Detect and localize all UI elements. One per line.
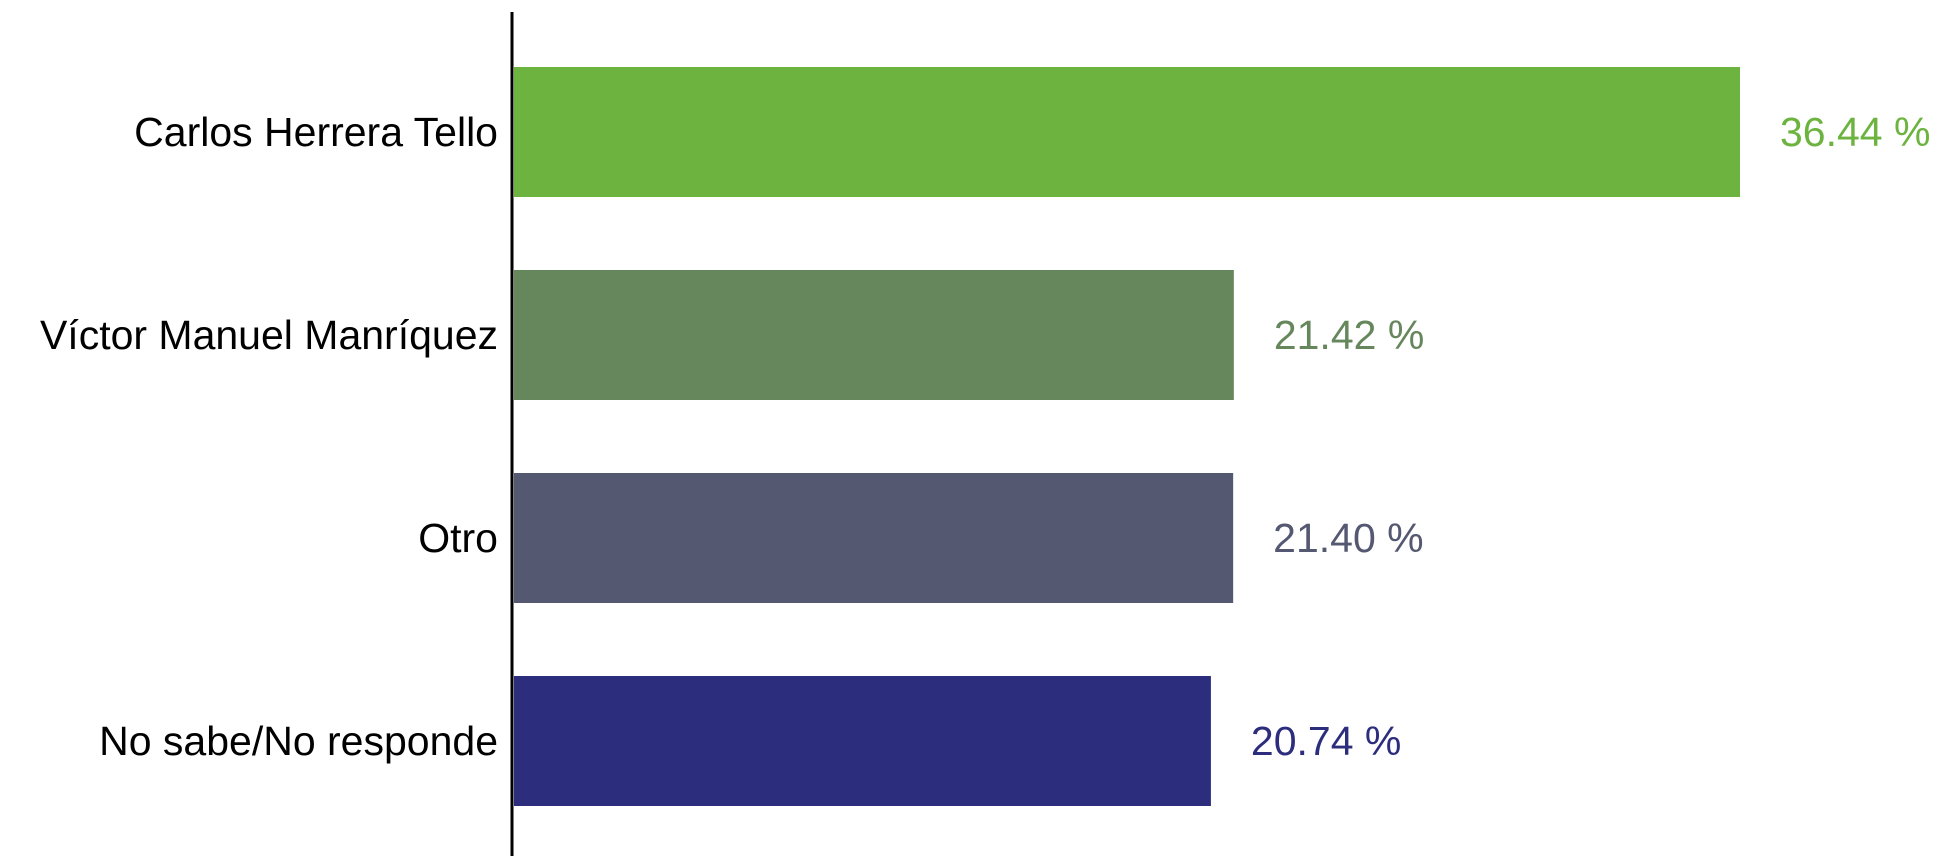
category-labels-group: Carlos Herrera Tello Víctor Manuel Manríq… [40,109,498,764]
category-label-0: Carlos Herrera Tello [134,109,498,155]
value-labels-group: 36.44 % 21.42 % 21.40 % 20.74 % [1251,109,1931,764]
category-label-1: Víctor Manuel Manríquez [40,312,498,358]
value-label-0: 36.44 % [1780,109,1930,155]
bar-0 [514,67,1740,197]
category-label-2: Otro [418,515,498,561]
bar-1 [514,270,1234,400]
category-label-3: No sabe/No responde [99,718,498,764]
bars-group [514,67,1740,806]
value-label-2: 21.40 % [1273,515,1423,561]
bar-2 [514,473,1234,603]
bar-3 [514,676,1211,806]
value-label-1: 21.42 % [1274,312,1424,358]
value-label-3: 20.74 % [1251,718,1401,764]
